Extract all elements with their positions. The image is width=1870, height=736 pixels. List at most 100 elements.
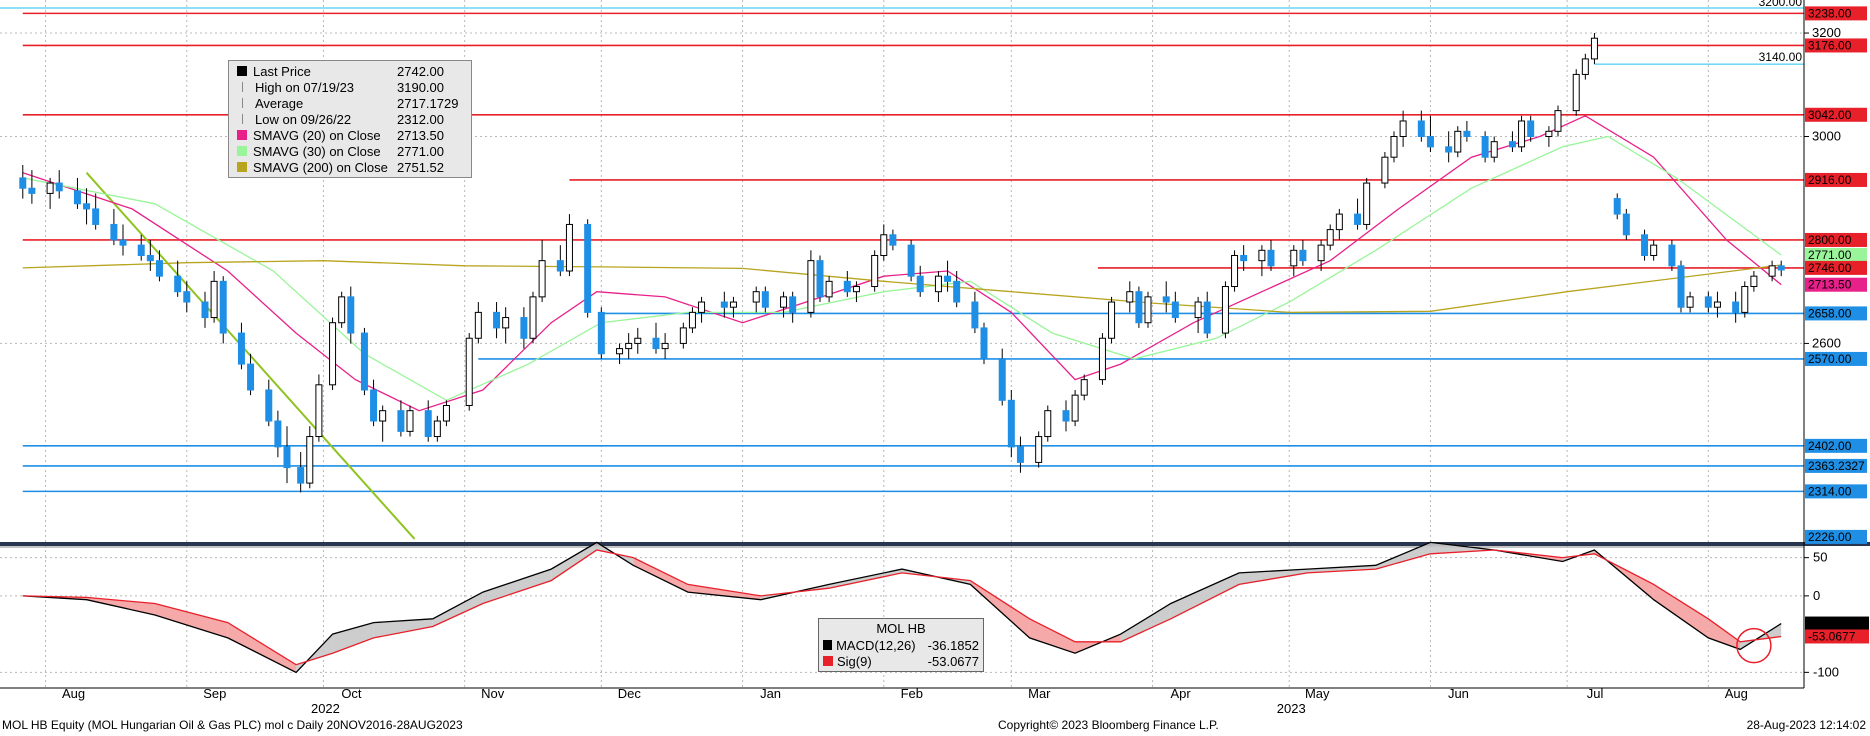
candle-body (1508, 141, 1516, 148)
candle-body (137, 244, 145, 256)
candle-body (1704, 296, 1712, 308)
candle-body (1299, 249, 1307, 262)
price-tag-label: 2314.00 (1808, 484, 1852, 498)
candle-body (406, 410, 414, 432)
candle-body (210, 280, 218, 319)
candle-body (1554, 110, 1562, 132)
candle-body (1171, 301, 1179, 319)
candle-body (1007, 399, 1015, 448)
price-tag-label: 2800.00 (1808, 233, 1852, 247)
month-label: Mar (1028, 686, 1051, 701)
candle-body (1126, 291, 1134, 303)
candle-body (28, 187, 36, 194)
square-legend-icon (237, 162, 247, 172)
macd-fill (1239, 569, 1308, 585)
candle-body (315, 384, 323, 438)
macd-fill (1375, 542, 1431, 570)
footer-copyright: Copyright© 2023 Bloomberg Finance L.P. (998, 718, 1219, 732)
candle-body (55, 182, 63, 192)
y-axis: 2600 3000 3200 3238.00 3176.00 3042.00 2916.00… (1803, 0, 1869, 688)
candle-body (1490, 141, 1498, 158)
candle-body (907, 244, 915, 277)
macd-fill (1307, 565, 1376, 573)
legend-row: High on 07/19/23 3190.00 (233, 79, 467, 95)
month-label: May (1305, 686, 1330, 701)
candle-body (1732, 301, 1740, 313)
price-tag (1805, 247, 1867, 262)
candle-body (493, 311, 501, 329)
macd-legend[interactable]: MOL HB MACD(12,26) -36.1852 Sig(9) -53.0… (818, 618, 984, 672)
macd-fill (227, 622, 297, 673)
candle-body (1098, 337, 1106, 381)
legend-name: Last Price (253, 63, 311, 79)
candle-body (816, 260, 824, 298)
macd-fill (1170, 572, 1240, 619)
price-tag-label: 2746.00 (1808, 261, 1852, 275)
candle-body (584, 223, 592, 313)
candle-body (110, 223, 118, 241)
candle-body (1231, 254, 1239, 288)
candle-body (1399, 120, 1407, 137)
candle-body (971, 301, 979, 329)
y-tick-label: 3000 (1812, 129, 1841, 144)
y-tick-label: 3200 (1812, 25, 1841, 40)
candle-body (1417, 120, 1425, 137)
macd-legend-name: MACD(12,26) (836, 637, 916, 653)
candle-body (1108, 301, 1116, 339)
candle-body (565, 223, 573, 272)
candle-body (616, 348, 624, 355)
macd-fill (829, 569, 902, 589)
macd-tick-label: 0 (1813, 588, 1820, 603)
legend-row: SMAVG (20) on Close 2713.50 (233, 127, 467, 143)
price-tag (1805, 438, 1867, 453)
candle-body (980, 327, 988, 360)
month-label: Aug (1725, 686, 1748, 701)
month-label: Jun (1448, 686, 1469, 701)
candle-body (529, 296, 537, 339)
panel-divider[interactable] (0, 542, 1870, 548)
candle-body (1044, 410, 1052, 438)
year-label: 2023 (1277, 701, 1306, 716)
month-label: Apr (1170, 686, 1191, 701)
price-tag (1805, 232, 1867, 247)
square-legend-icon (237, 130, 247, 140)
moving-average-line (22, 135, 1782, 402)
price-tag (1805, 529, 1867, 544)
legend-value: 3190.00 (397, 79, 444, 95)
candle-body (698, 301, 706, 313)
candle-body (360, 332, 368, 391)
candle-body (1426, 136, 1434, 148)
candle-body (825, 280, 833, 298)
candle-body (661, 342, 669, 350)
price-tag-label: 3176.00 (1808, 38, 1852, 52)
legend-row: Last Price 2742.00 (233, 63, 467, 79)
macd-fill (1708, 618, 1741, 650)
legend-value: 2713.50 (397, 127, 444, 143)
candle-body (789, 296, 797, 313)
square-legend-icon (237, 146, 247, 156)
candle-body (780, 296, 788, 308)
macd-value-tag-label: -36.1852 (1808, 617, 1856, 631)
signal-legend-name: Sig(9) (837, 653, 872, 669)
candle-body (146, 254, 154, 262)
price-tag (1805, 38, 1867, 53)
candle-body (1613, 198, 1621, 215)
price-tag-label: 2713.50 (1808, 278, 1852, 292)
macd-value-tag (1805, 629, 1869, 644)
price-legend[interactable]: Last Price 2742.00 High on 07/19/23 3190.00… (228, 60, 472, 178)
candle-body (306, 436, 314, 484)
legend-value: 2312.00 (397, 111, 444, 127)
candle-body (1768, 265, 1776, 277)
legend-value: 2742.00 (397, 63, 444, 79)
candle-body (634, 337, 642, 344)
candle-body (46, 182, 54, 194)
candle-body (729, 301, 737, 308)
price-tag-label: 2226.00 (1808, 530, 1852, 544)
candle-body (237, 332, 245, 365)
top-level-label: 3200.00 (1759, 0, 1803, 9)
candle-body (1240, 254, 1248, 262)
signal-legend-row: Sig(9) -53.0677 (823, 653, 979, 669)
month-label: Jan (760, 686, 781, 701)
price-tag (1805, 260, 1867, 275)
price-tag (1805, 306, 1867, 321)
